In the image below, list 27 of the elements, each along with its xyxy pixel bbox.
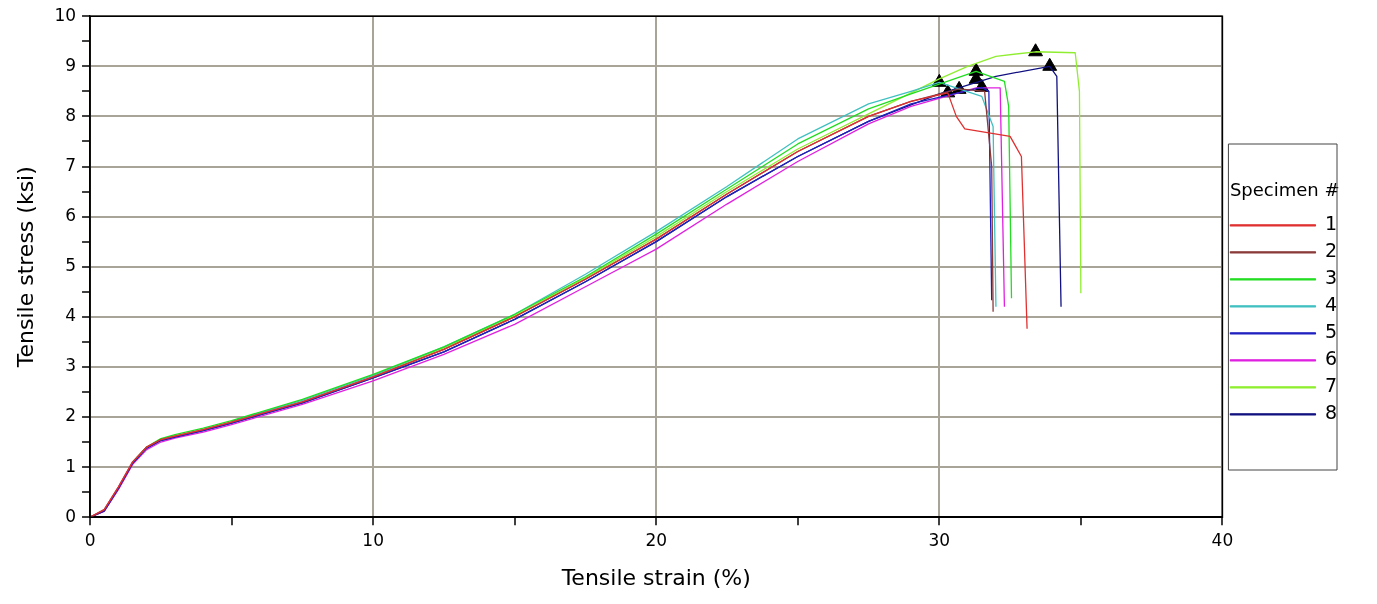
legend-label: 4: [1324, 293, 1338, 316]
y-tick-label: 0: [65, 505, 77, 526]
legend-label: 2: [1324, 239, 1338, 262]
x-tick-label: 10: [362, 529, 384, 550]
legend-label: 6: [1324, 347, 1338, 370]
legend-label: 5: [1324, 320, 1338, 343]
y-tick-label: 6: [65, 205, 77, 226]
y-tick-label: 1: [65, 455, 77, 476]
x-tick-label: 40: [1211, 529, 1234, 550]
legend-label: 8: [1324, 401, 1338, 424]
y-tick-label: 5: [65, 255, 77, 276]
y-tick-label: 10: [54, 4, 77, 25]
y-tick-label: 2: [65, 405, 77, 426]
y-tick-label: 8: [65, 104, 77, 125]
x-tick-label: 0: [84, 529, 96, 550]
legend-label: 7: [1324, 374, 1338, 397]
y-tick-label: 7: [65, 154, 77, 175]
legend-label: 3: [1324, 266, 1338, 289]
y-tick-label: 3: [65, 355, 77, 376]
legend-label: 1: [1324, 212, 1338, 235]
y-axis-title: Tensile stress (ksi): [12, 166, 38, 369]
x-tick-label: 30: [928, 529, 951, 550]
x-axis-title: Tensile strain (%): [560, 564, 751, 590]
y-tick-label: 4: [65, 305, 77, 326]
x-tick-label: 20: [645, 529, 668, 550]
legend-title: Specimen #: [1229, 178, 1340, 200]
y-tick-label: 9: [65, 54, 77, 75]
